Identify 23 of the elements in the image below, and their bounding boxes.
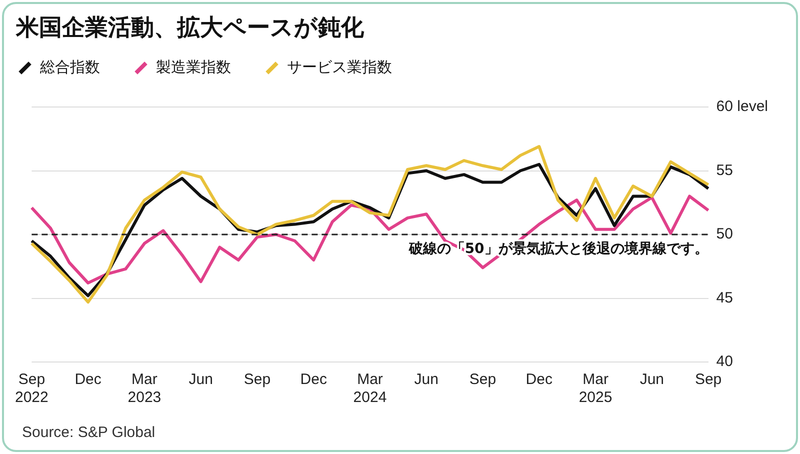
x-tick-label: Dec <box>74 371 102 388</box>
y-tick-label: 50 <box>716 226 733 243</box>
x-tick-label: Sep <box>244 371 271 388</box>
x-tick-label: Mar 2025 <box>578 371 612 406</box>
legend-label: サービス業指数 <box>287 58 392 77</box>
x-tick-label: Sep <box>694 371 722 388</box>
x-tick-label: Jun <box>640 371 664 388</box>
x-tick-label: Dec <box>300 371 328 388</box>
x-tick-label: Sep <box>469 371 496 388</box>
legend-label: 製造業指数 <box>156 58 231 77</box>
x-tick-label: Jun <box>414 371 438 388</box>
x-tick-label: Sep 2022 <box>14 371 48 406</box>
x-tick-label: Mar 2024 <box>353 371 387 406</box>
y-tick-label: 55 <box>716 162 733 179</box>
y-tick-label: 40 <box>716 353 733 370</box>
y-tick-label: 60 level <box>716 98 768 116</box>
y-tick-label: 45 <box>716 289 733 306</box>
legend-label: 総合指数 <box>40 58 100 77</box>
x-tick-label: Dec <box>526 371 553 388</box>
x-tick-label: Mar 2023 <box>128 371 162 406</box>
source-note: Source: S&P Global <box>22 424 156 441</box>
x-tick-label: Jun <box>188 371 213 388</box>
chart-title: 米国企業活動、拡大ペースが鈍化 <box>16 14 364 43</box>
